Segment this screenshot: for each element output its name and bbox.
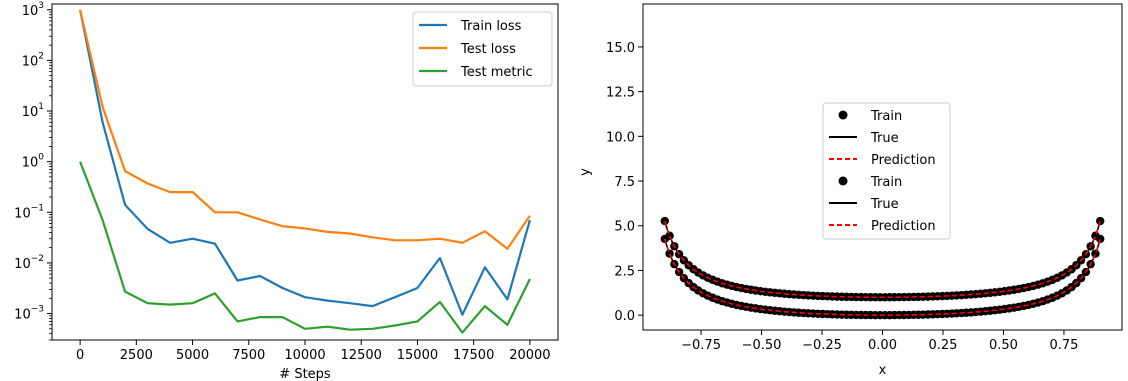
- x-axis-label: # Steps: [279, 367, 331, 381]
- legend-label: Test loss: [460, 42, 516, 57]
- y-tick-label: 7.5: [614, 175, 635, 190]
- x-tick-label: 7500: [232, 348, 265, 363]
- x-tick-label: 17500: [453, 348, 494, 363]
- y-tick-label: 10−1: [14, 203, 44, 221]
- series-line-train-loss: [79, 9, 531, 316]
- legend-label: True: [870, 131, 899, 146]
- x-tick-label: 12500: [341, 348, 382, 363]
- x-tick-label: 10000: [284, 348, 325, 363]
- y-tick-label: 10−2: [14, 254, 44, 272]
- legend-label: Train: [870, 175, 902, 190]
- legend-box: [412, 11, 553, 87]
- x-tick-label: 0: [76, 348, 84, 363]
- x-tick-label: 0.25: [929, 338, 958, 353]
- y-tick-label: 100: [22, 153, 45, 171]
- prediction-curve: [664, 220, 1101, 299]
- y-tick-label: 10−3: [14, 305, 44, 323]
- x-tick-label: −0.75: [681, 338, 721, 353]
- x-tick-label: 15000: [397, 348, 438, 363]
- legend-label: True: [870, 197, 899, 212]
- y-tick-label: 0.0: [614, 309, 635, 324]
- prediction-curve: [664, 238, 1101, 316]
- y-tick-label: 101: [22, 102, 44, 120]
- legend-label: Train: [870, 109, 902, 124]
- series-line-test-loss: [79, 9, 531, 250]
- y-axis-label: y: [578, 168, 593, 176]
- legend-swatch-train: [838, 176, 848, 186]
- y-tick-label: 102: [22, 51, 44, 69]
- y-tick-label: 10.0: [606, 130, 635, 145]
- series-line-test-metric: [79, 161, 531, 334]
- left-chart-loss: 0 2500 5000 7500 10000 12500 15000 17500 20000 # …: [14, 1, 559, 381]
- legend-label: Train loss: [460, 19, 522, 34]
- legend-label: Test metric: [460, 65, 533, 80]
- x-tick-label: −0.25: [802, 338, 842, 353]
- y-tick-label: 2.5: [614, 264, 635, 279]
- x-tick-label: −0.50: [742, 338, 782, 353]
- legend-label: Prediction: [871, 153, 936, 168]
- y-tick-label: 5.0: [614, 220, 635, 235]
- x-tick-label: 2500: [120, 348, 153, 363]
- x-tick-label: 0.00: [868, 338, 897, 353]
- x-tick-label: 20000: [509, 348, 550, 363]
- right-chart-fit: −0.75 −0.50 −0.25 0.00 0.25 0.50 0.75 x 0.0 2.5 5.…: [578, 3, 1123, 378]
- x-tick-label: 0.50: [989, 338, 1018, 353]
- y-tick-label: 12.5: [606, 86, 635, 101]
- legend-swatch-train: [838, 110, 848, 120]
- y-tick-label: 15.0: [606, 41, 635, 56]
- legend-label: Prediction: [871, 219, 936, 234]
- x-tick-label: 5000: [176, 348, 209, 363]
- y-tick-label: 103: [22, 1, 44, 19]
- x-tick-label: 0.75: [1049, 338, 1078, 353]
- x-axis-label: x: [879, 363, 887, 378]
